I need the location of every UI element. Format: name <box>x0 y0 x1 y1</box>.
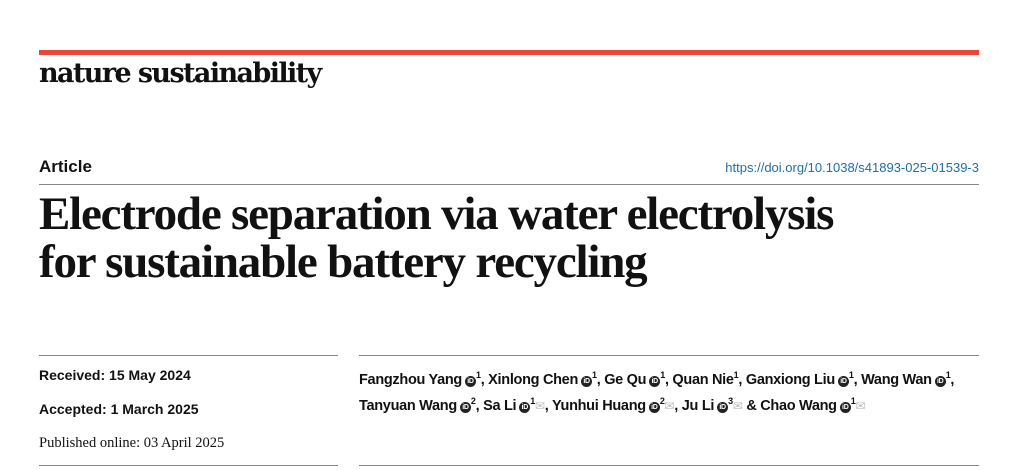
affiliation-number[interactable]: 1 <box>592 370 597 380</box>
accepted-date: Accepted: 1 March 2025 <box>39 401 199 417</box>
author[interactable]: Quan Nie1, <box>672 370 746 388</box>
affiliation-number[interactable]: 1 <box>945 370 951 380</box>
author[interactable]: Ganxiong Liu iD1, <box>745 370 862 388</box>
orcid-icon[interactable]: iD <box>839 401 851 413</box>
author-name[interactable]: Chao Wang <box>760 397 837 414</box>
author-name[interactable]: Ju Li <box>681 397 715 414</box>
article-title: Electrode separation via water electroly… <box>39 190 979 286</box>
separator: , <box>544 397 552 414</box>
divider <box>359 355 979 356</box>
affiliation-number[interactable]: 1 <box>660 370 665 380</box>
divider <box>39 465 338 466</box>
article-type: Article <box>39 157 92 176</box>
affiliation-number[interactable]: 1 <box>850 395 856 406</box>
journal-accent-bar <box>39 50 979 55</box>
author[interactable]: Ju Li iD3✉ & <box>681 395 761 414</box>
author[interactable]: Wang Wan iD1, <box>861 370 955 388</box>
author-name[interactable]: Sa Li <box>483 397 517 414</box>
affiliation-number[interactable]: 1 <box>475 370 481 380</box>
title-line: Electrode separation via water electroly… <box>39 188 834 240</box>
author[interactable]: Ge Qu iD1, <box>604 370 673 388</box>
separator: , <box>950 371 955 388</box>
title-line: for sustainable battery recycling <box>39 236 648 288</box>
orcid-icon[interactable]: iD <box>581 375 593 387</box>
received-date: Received: 15 May 2024 <box>39 367 191 383</box>
author-name[interactable]: Ge Qu <box>604 371 647 388</box>
orcid-icon[interactable]: iD <box>717 401 729 413</box>
orcid-icon[interactable]: iD <box>519 401 531 413</box>
author-name[interactable]: Wang Wan <box>861 371 932 388</box>
orcid-icon[interactable]: iD <box>649 375 661 387</box>
envelope-icon[interactable]: ✉ <box>732 398 743 413</box>
author[interactable]: Yunhui Huang iD2✉, <box>551 395 682 414</box>
divider <box>359 465 979 466</box>
orcid-icon[interactable]: iD <box>837 375 849 387</box>
separator: , <box>674 397 682 414</box>
divider <box>39 355 338 356</box>
author[interactable]: Fangzhou Yang iD1, <box>359 370 489 388</box>
author-name[interactable]: Fangzhou Yang <box>359 371 462 388</box>
separator: , <box>738 371 746 388</box>
separator: & <box>742 397 761 414</box>
author-name[interactable]: Quan Nie <box>672 371 734 388</box>
author-name[interactable]: Ganxiong Liu <box>745 371 835 388</box>
author-name[interactable]: Tanyuan Wang <box>359 397 457 414</box>
separator: , <box>596 371 605 388</box>
envelope-icon[interactable]: ✉ <box>855 398 866 413</box>
divider <box>39 184 979 185</box>
orcid-icon[interactable]: iD <box>648 401 660 413</box>
author-name[interactable]: Yunhui Huang <box>551 397 646 414</box>
separator: , <box>664 371 673 388</box>
author-list: Fangzhou Yang iD1, Xinlong Chen iD1, Ge Qu… <box>359 365 969 417</box>
author[interactable]: Sa Li iD1✉, <box>483 395 552 414</box>
author[interactable]: Xinlong Chen iD1, <box>488 370 605 388</box>
separator: , <box>853 371 862 388</box>
affiliation-number[interactable]: 1 <box>848 370 854 380</box>
orcid-icon[interactable]: iD <box>464 375 476 387</box>
orcid-icon[interactable]: iD <box>934 375 946 387</box>
author-name[interactable]: Xinlong Chen <box>488 371 579 388</box>
affiliation-number[interactable]: 2 <box>659 395 665 406</box>
envelope-icon[interactable]: ✉ <box>664 398 675 413</box>
envelope-icon[interactable]: ✉ <box>534 398 545 413</box>
published-date: Published online: 03 April 2025 <box>39 435 225 451</box>
separator: , <box>480 371 489 388</box>
affiliation-number[interactable]: 1 <box>733 370 739 380</box>
author[interactable]: Chao Wang iD1✉ <box>760 395 866 414</box>
affiliation-number[interactable]: 3 <box>728 395 733 406</box>
journal-logo: nature sustainability <box>39 58 322 89</box>
affiliation-number[interactable]: 1 <box>530 395 535 406</box>
author[interactable]: Tanyuan Wang iD2, <box>359 395 484 414</box>
doi-link[interactable]: https://doi.org/10.1038/s41893-025-01539… <box>725 160 979 175</box>
affiliation-number[interactable]: 2 <box>470 395 476 406</box>
separator: , <box>475 397 484 414</box>
orcid-icon[interactable]: iD <box>459 401 471 413</box>
